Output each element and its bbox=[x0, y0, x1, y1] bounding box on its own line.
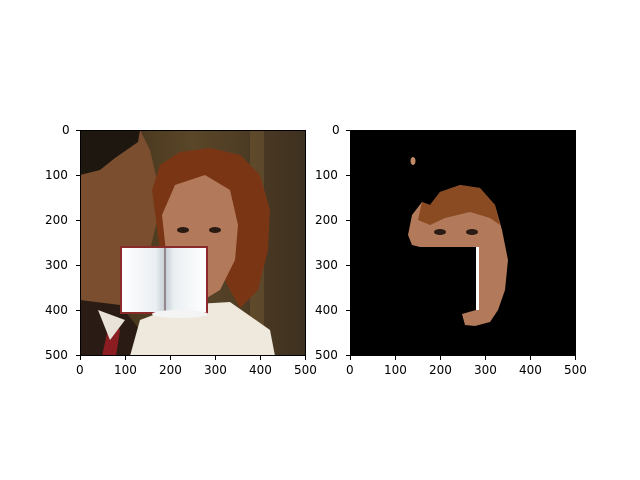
original-photo bbox=[80, 130, 306, 356]
man-collar bbox=[98, 310, 125, 340]
segmented-right-eye bbox=[466, 229, 478, 235]
segmentation-image bbox=[350, 130, 576, 356]
left-ytick-0: 0 bbox=[62, 123, 70, 137]
woman-right-eye bbox=[209, 227, 221, 233]
woman-left-eye bbox=[177, 227, 189, 233]
right-ytick-300: 300 bbox=[315, 258, 338, 272]
right-ytick-100: 100 bbox=[315, 168, 338, 182]
left-xtick-100: 100 bbox=[114, 363, 137, 377]
left-ytick-500: 500 bbox=[45, 348, 68, 362]
segmented-left-eye bbox=[434, 229, 446, 235]
occlusion-edge bbox=[476, 247, 479, 310]
right-xtick-0: 0 bbox=[346, 363, 354, 377]
right-xtick-300: 300 bbox=[474, 363, 497, 377]
left-xtick-200: 200 bbox=[159, 363, 182, 377]
left-ytick-300: 300 bbox=[45, 258, 68, 272]
left-xtick-400: 400 bbox=[249, 363, 272, 377]
right-xtick-400: 400 bbox=[519, 363, 542, 377]
left-ytick-200: 200 bbox=[45, 213, 68, 227]
man-face bbox=[80, 130, 164, 356]
right-xtick-100: 100 bbox=[384, 363, 407, 377]
segmented-hair-region bbox=[418, 185, 500, 225]
right-ytick-500: 500 bbox=[315, 348, 338, 362]
segmented-face bbox=[350, 130, 576, 356]
stray-skin-fragment bbox=[410, 157, 416, 165]
right-ytick-200: 200 bbox=[315, 213, 338, 227]
book-occluder bbox=[120, 246, 208, 318]
left-xtick-0: 0 bbox=[76, 363, 84, 377]
left-ytick-400: 400 bbox=[45, 303, 68, 317]
left-xtick-500: 500 bbox=[294, 363, 317, 377]
man-hair bbox=[80, 130, 140, 175]
right-ytick-400: 400 bbox=[315, 303, 338, 317]
original-image bbox=[80, 130, 306, 356]
left-xtick-300: 300 bbox=[204, 363, 227, 377]
left-ytick-100: 100 bbox=[45, 168, 68, 182]
right-ytick-0: 0 bbox=[332, 123, 340, 137]
right-xtick-500: 500 bbox=[564, 363, 587, 377]
right-xtick-200: 200 bbox=[429, 363, 452, 377]
